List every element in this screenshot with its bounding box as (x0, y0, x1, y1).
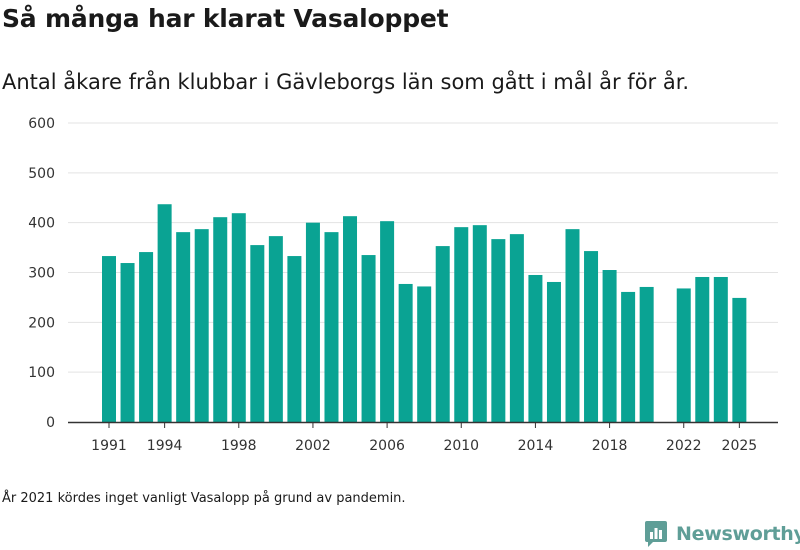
bar-2010 (454, 227, 469, 422)
newsworthy-logo: Newsworthy (644, 519, 800, 549)
bar-2001 (287, 256, 302, 422)
bar-2014 (528, 274, 543, 422)
bar-2025 (732, 297, 747, 422)
y-tick-label: 600 (28, 116, 55, 132)
bar-2011 (472, 225, 487, 422)
bar-2022 (676, 288, 691, 422)
y-tick-label: 300 (28, 266, 55, 282)
x-tick-label: 2010 (443, 438, 479, 454)
bar-1996 (194, 229, 209, 422)
bar-2008 (417, 286, 432, 422)
bar-2006 (380, 221, 395, 422)
y-tick-label: 0 (46, 415, 55, 431)
bar-2005 (361, 255, 376, 422)
bar-1992 (120, 263, 135, 422)
bar-2003 (324, 232, 339, 422)
bar-2018 (602, 270, 617, 422)
bar-1994 (157, 204, 172, 422)
bar-2020 (639, 286, 654, 422)
newsworthy-logo-text: Newsworthy (676, 523, 800, 545)
bar-2009 (435, 246, 450, 422)
bar-1995 (176, 232, 191, 422)
bar-2024 (713, 276, 728, 422)
x-tick-label: 2022 (666, 438, 702, 454)
bar-2023 (695, 276, 710, 422)
bar-1997 (213, 217, 228, 422)
x-tick-label: 1991 (91, 438, 127, 454)
y-tick-label: 200 (28, 315, 55, 331)
x-tick-label: 1998 (221, 438, 257, 454)
bar-2012 (491, 239, 506, 422)
bar-chart: 0 100 200 300 400 500 600 1991 1994 1998 2002 2006 2… (28, 116, 778, 454)
bar-2004 (343, 216, 358, 422)
x-tick-label: 2002 (295, 438, 331, 454)
bar-2000 (268, 236, 283, 422)
bar-1998 (231, 213, 246, 422)
bar-1993 (139, 252, 154, 422)
bar-2013 (509, 234, 524, 422)
chart-subtitle: Antal åkare från klubbar i Gävleborgs lä… (2, 70, 690, 94)
bar-2015 (546, 281, 561, 422)
bar-2017 (584, 251, 599, 422)
x-tick-label: 2006 (369, 438, 405, 454)
y-tick-label: 100 (28, 365, 55, 381)
bar-2019 (621, 291, 636, 422)
bar-2007 (398, 283, 413, 422)
axes: 0 100 200 300 400 500 600 1991 1994 1998 2002 2006 2… (28, 116, 778, 454)
y-tick-label: 500 (28, 166, 55, 182)
bars (102, 204, 747, 422)
x-tick-label: 2018 (592, 438, 628, 454)
bar-2002 (305, 222, 320, 422)
chart-title: Så många har klarat Vasaloppet (2, 4, 449, 33)
x-tick-label: 2025 (722, 438, 758, 454)
x-tick-label: 1994 (147, 438, 183, 454)
newsworthy-logo-icon (645, 521, 667, 547)
bar-1991 (102, 256, 116, 422)
footnote: År 2021 kördes inget vanligt Vasalopp på… (2, 491, 406, 506)
bar-1999 (250, 245, 265, 422)
bar-2016 (565, 229, 580, 422)
x-tick-label: 2014 (518, 438, 554, 454)
y-tick-label: 400 (28, 216, 55, 232)
